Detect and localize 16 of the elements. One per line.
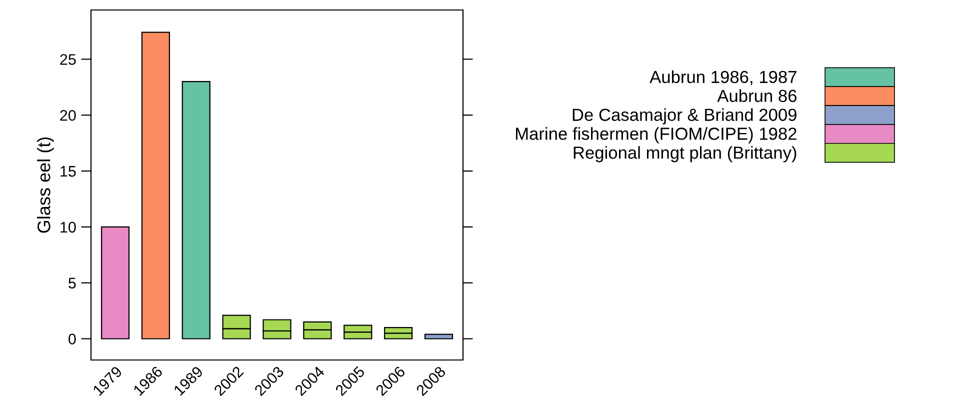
legend-label: Aubrun 1986, 1987 [650, 70, 796, 86]
bar [141, 32, 170, 340]
y-tick-label: 25 [60, 54, 76, 65]
legend-label: Marine fishermen (FIOM/CIPE) 1982 [516, 127, 796, 144]
y-tick-label: 0 [68, 334, 76, 344]
bar [424, 334, 454, 340]
y-tick-label: 10 [60, 222, 76, 233]
y-axis-title: Glass eel (t) [37, 137, 54, 233]
legend-label: De Casamajor & Briand 2009 [572, 108, 796, 124]
legend-label: Regional mngt plan (Brittany) [574, 146, 796, 162]
bar [182, 81, 210, 340]
bar [100, 226, 130, 340]
legend-label: Aubrun 86 [717, 89, 796, 102]
y-tick-label: 15 [60, 166, 76, 177]
y-tick-label: 5 [68, 278, 76, 289]
y-tick-label: 20 [60, 110, 76, 121]
